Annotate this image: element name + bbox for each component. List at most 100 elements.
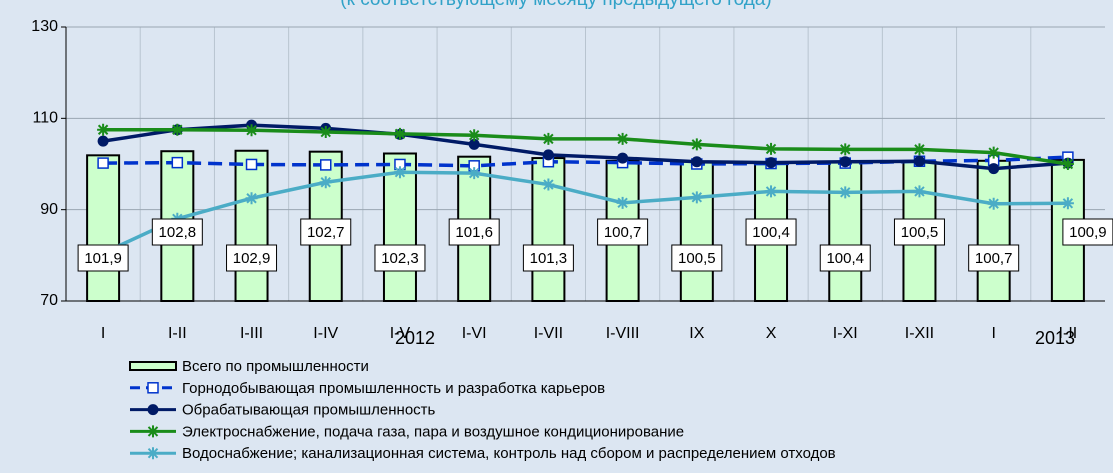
data-label: 101,9	[84, 250, 122, 267]
chart-subtitle: (к соответствующему месяцу предыдущего г…	[340, 0, 771, 10]
marker	[542, 132, 555, 145]
data-label: 100,7	[604, 224, 642, 241]
legend-label: Электроснабжение, подача газа, пара и во…	[182, 423, 684, 440]
bar	[679, 160, 714, 302]
marker	[147, 447, 159, 460]
marker	[987, 197, 1000, 210]
x-tick-label: IX	[689, 325, 704, 342]
legend-label: Горнодобывающая промышленность и разрабо…	[182, 380, 605, 397]
x-tick-label: X	[766, 325, 777, 342]
legend-swatch	[129, 361, 177, 371]
data-label-box	[77, 244, 129, 272]
marker	[765, 157, 777, 169]
x-tick-label: I-VIII	[606, 325, 640, 342]
data-label-box	[893, 218, 945, 246]
x-tick-label: I-VII	[534, 325, 563, 342]
marker	[1061, 158, 1074, 170]
bar	[86, 154, 121, 302]
data-label: 101,3	[530, 250, 568, 267]
data-label: 100,4	[826, 250, 864, 267]
marker	[468, 129, 481, 142]
marker	[468, 138, 480, 150]
data-label-box	[374, 244, 426, 272]
marker	[171, 123, 184, 136]
series-line	[102, 170, 1068, 255]
marker	[319, 176, 332, 189]
data-label-box	[522, 244, 574, 272]
marker	[616, 196, 629, 209]
marker	[913, 143, 926, 156]
marker	[319, 126, 332, 139]
x-tick-label: I-IV	[313, 325, 338, 342]
marker	[393, 166, 406, 179]
data-label: 100,9	[1069, 224, 1107, 241]
marker	[393, 127, 406, 140]
marker	[765, 142, 778, 155]
marker	[617, 152, 629, 164]
marker	[171, 156, 184, 169]
data-label-box	[226, 244, 278, 272]
data-label: 102,3	[381, 250, 419, 267]
marker	[987, 146, 1000, 159]
marker	[690, 191, 703, 204]
data-label: 100,7	[975, 250, 1013, 267]
marker	[97, 123, 110, 136]
marker	[97, 135, 109, 147]
marker	[147, 425, 159, 438]
marker	[690, 138, 703, 151]
x-tick-label: I	[101, 325, 105, 342]
marker	[320, 159, 332, 171]
data-label-box	[151, 218, 203, 246]
marker	[616, 132, 629, 145]
x-tick-label: I-II	[168, 325, 187, 342]
data-label-box	[745, 218, 797, 246]
data-label: 102,8	[159, 224, 197, 241]
y-tick-label: 110	[32, 110, 58, 127]
marker	[839, 143, 852, 156]
data-label-box	[671, 244, 723, 272]
marker	[147, 382, 159, 394]
x-tick-label: I-II	[1059, 325, 1078, 342]
y-tick-label: 70	[40, 292, 58, 309]
series-line	[103, 128, 1069, 166]
marker	[542, 149, 554, 161]
marker	[245, 158, 258, 171]
group-label: 2013	[1035, 328, 1075, 348]
marker	[839, 156, 851, 168]
marker	[839, 186, 852, 199]
marker	[913, 185, 926, 198]
marker	[245, 124, 258, 137]
x-tick-label: I-VI	[462, 325, 487, 342]
x-tick-label: I	[991, 325, 995, 342]
marker	[765, 185, 778, 198]
bar	[234, 149, 269, 302]
data-label-box	[819, 244, 871, 272]
data-label-box	[300, 218, 352, 246]
legend-label: Водоснабжение; канализационная система, …	[182, 445, 836, 462]
data-label: 100,5	[901, 224, 939, 241]
marker	[542, 178, 555, 191]
bar	[828, 161, 863, 302]
marker	[97, 157, 109, 169]
y-tick-label: 90	[40, 201, 58, 218]
marker	[147, 404, 159, 416]
data-label-box	[968, 244, 1020, 272]
data-label: 101,6	[455, 224, 493, 241]
data-label-box	[1062, 218, 1113, 246]
data-label-box	[597, 218, 649, 246]
marker	[468, 167, 481, 180]
marker	[245, 192, 258, 205]
data-label: 100,4	[752, 224, 790, 241]
bar	[976, 159, 1011, 302]
x-tick-label: I-XII	[905, 325, 934, 342]
x-tick-label: I-V	[390, 325, 411, 342]
data-label-box	[448, 218, 500, 246]
x-tick-label: I-XI	[833, 325, 858, 342]
data-label: 102,7	[307, 224, 345, 241]
legend-label: Обрабатывающая промышленность	[182, 402, 436, 419]
marker	[988, 163, 1000, 175]
data-label: 100,5	[678, 250, 716, 267]
marker	[1061, 197, 1074, 210]
group-label: 2012	[395, 328, 435, 348]
